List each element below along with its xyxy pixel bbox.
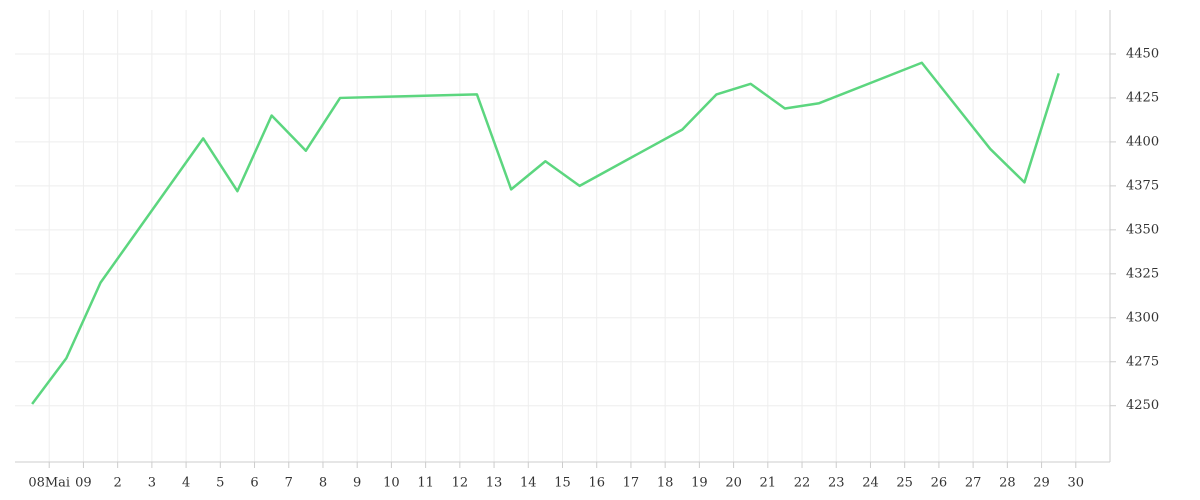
y-tick-label: 4325: [1126, 266, 1159, 281]
x-tick-label: 16: [588, 476, 605, 491]
x-tick-label: 08Mai: [28, 476, 70, 491]
y-tick-label: 4425: [1126, 90, 1159, 105]
x-tick-label: 17: [623, 476, 640, 491]
x-tick-label: 28: [999, 476, 1016, 491]
y-tick-label: 4450: [1126, 46, 1159, 61]
x-tick-label: 22: [794, 476, 811, 491]
x-tick-label: 2: [114, 476, 122, 491]
x-tick-label: 18: [657, 476, 674, 491]
x-tick-label: 7: [285, 476, 293, 491]
x-tick-label: 15: [554, 476, 571, 491]
x-tick-label: 3: [148, 476, 156, 491]
x-tick-label: 10: [383, 476, 400, 491]
x-tick-label: 14: [520, 476, 537, 491]
y-tick-label: 4275: [1126, 354, 1159, 369]
x-tick-label: 8: [319, 476, 327, 491]
y-tick-label: 4300: [1126, 310, 1159, 325]
line: [31, 61, 1060, 405]
x-tick-label: 27: [965, 476, 982, 491]
y-tick-label: 4375: [1126, 178, 1159, 193]
x-tick-label: 09: [75, 476, 92, 491]
x-tick-label: 6: [250, 476, 258, 491]
x-tick-label: 9: [353, 476, 361, 491]
x-tick-label: 19: [691, 476, 708, 491]
x-tick-label: 21: [760, 476, 777, 491]
x-tick-label: 29: [1033, 476, 1050, 491]
x-tick-label: 24: [862, 476, 879, 491]
x-tick-label: 26: [931, 476, 948, 491]
x-tick-label: 5: [216, 476, 224, 491]
x-tick-label: 11: [417, 476, 434, 491]
y-tick-label: 4250: [1126, 398, 1159, 413]
x-tick-label: 23: [828, 476, 845, 491]
x-tick-label: 30: [1068, 476, 1085, 491]
x-tick-label: 25: [896, 476, 913, 491]
x-tick-label: 12: [452, 476, 469, 491]
y-tick-label: 4400: [1126, 134, 1159, 149]
x-tick-label: 20: [725, 476, 742, 491]
x-tick-label: 4: [182, 476, 190, 491]
y-tick-label: 4350: [1126, 222, 1159, 237]
x-tick-label: 13: [486, 476, 503, 491]
